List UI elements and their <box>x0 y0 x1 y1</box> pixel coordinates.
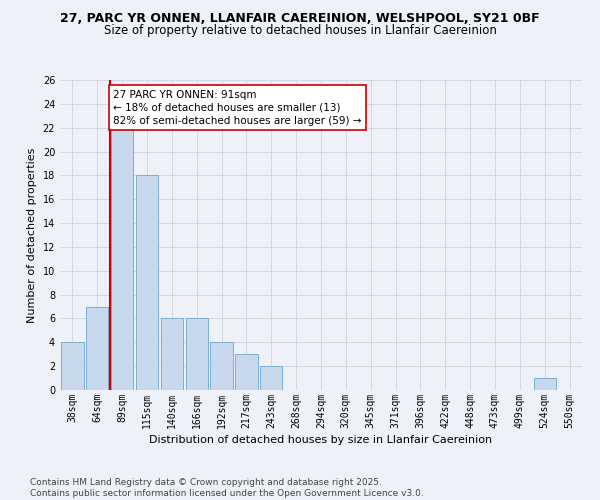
Text: 27 PARC YR ONNEN: 91sqm
← 18% of detached houses are smaller (13)
82% of semi-de: 27 PARC YR ONNEN: 91sqm ← 18% of detache… <box>113 90 362 126</box>
Bar <box>61 342 83 390</box>
Bar <box>111 128 133 390</box>
Text: Contains HM Land Registry data © Crown copyright and database right 2025.
Contai: Contains HM Land Registry data © Crown c… <box>30 478 424 498</box>
Text: 27, PARC YR ONNEN, LLANFAIR CAEREINION, WELSHPOOL, SY21 0BF: 27, PARC YR ONNEN, LLANFAIR CAEREINION, … <box>60 12 540 26</box>
Text: Distribution of detached houses by size in Llanfair Caereinion: Distribution of detached houses by size … <box>149 435 493 445</box>
Bar <box>260 366 283 390</box>
Text: Size of property relative to detached houses in Llanfair Caereinion: Size of property relative to detached ho… <box>104 24 496 37</box>
Y-axis label: Number of detached properties: Number of detached properties <box>27 148 37 322</box>
Bar <box>86 306 109 390</box>
Bar <box>185 318 208 390</box>
Bar <box>235 354 257 390</box>
Bar <box>533 378 556 390</box>
Bar <box>136 176 158 390</box>
Bar <box>161 318 183 390</box>
Bar <box>211 342 233 390</box>
